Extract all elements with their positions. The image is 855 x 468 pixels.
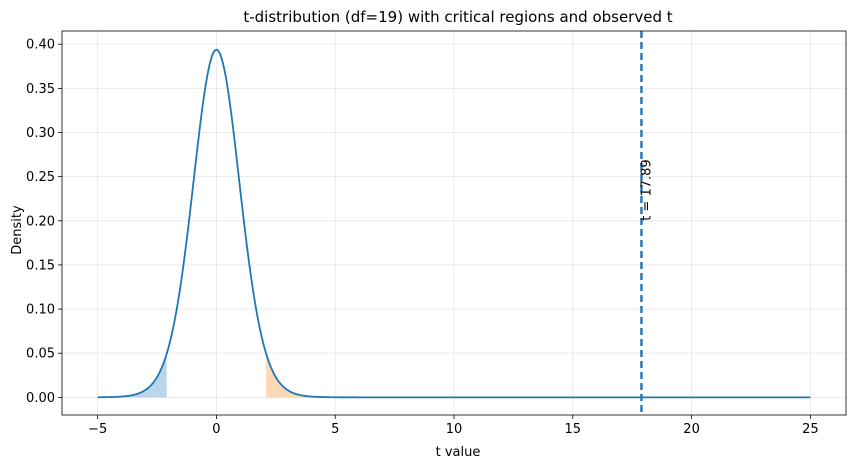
y-tick-label: 0.25 [26,170,55,185]
x-tick-label: 25 [802,422,819,437]
x-tick-label: 10 [446,422,463,437]
y-tick-label: 0.10 [26,303,55,318]
grid [62,31,846,415]
upper-critical-region [266,353,811,398]
ticks: −5 0 5 10 15 20 25 0.00 0.05 0.10 0.15 0.20 0.25 0.30… [26,38,819,437]
chart-title: t-distribution (df=19) with critical reg… [243,8,672,26]
observed-t-layer: t = 17.89 [639,31,654,415]
x-tick-label: 15 [565,422,582,437]
x-axis-label: t value [436,445,481,460]
x-tick-label: 0 [212,422,220,437]
observed-t-label: t = 17.89 [639,159,654,220]
y-tick-label: 0.35 [26,82,55,97]
y-tick-label: 0.20 [26,214,55,229]
lower-critical-region [97,353,167,398]
y-tick-label: 0.15 [26,258,55,273]
x-tick-label: 5 [331,422,339,437]
density-curve-layer [97,48,811,399]
y-axis-label: Density [10,205,25,255]
critical-regions [97,353,811,398]
y-tick-label: 0.30 [26,126,55,141]
x-tick-label: −5 [88,422,107,437]
y-tick-label: 0.40 [26,38,55,53]
x-tick-label: 20 [683,422,700,437]
y-tick-label: 0.00 [26,391,55,406]
y-tick-label: 0.05 [26,347,55,362]
density-curve [97,48,811,399]
